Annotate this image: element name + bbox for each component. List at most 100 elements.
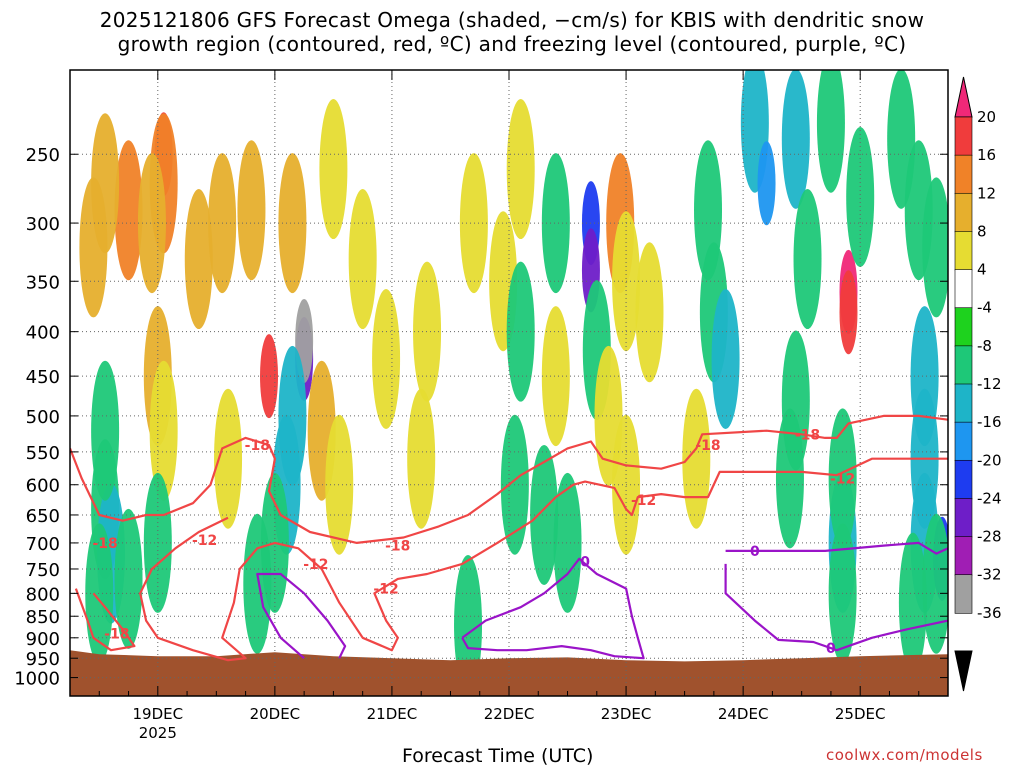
omega-cell	[828, 408, 857, 549]
colorbar-swatch	[954, 307, 973, 347]
colorbar-label: 16	[977, 146, 996, 164]
omega-cell	[214, 388, 243, 529]
colorbar-swatch	[954, 383, 973, 423]
colorbar-swatch	[954, 192, 973, 233]
freezing-level-contour-line	[724, 563, 948, 652]
omega-cell	[114, 508, 143, 649]
y-tick-label: 750	[26, 560, 60, 581]
x-tick-label: 24DEC	[718, 705, 769, 723]
colorbar: 20 16 12 8 4 -4 -8 -12 -16 -20 -24 -28 -32 -36	[954, 76, 1002, 692]
omega-cell	[922, 177, 948, 318]
omega-cell	[243, 513, 272, 654]
colorbar-label: 4	[977, 261, 987, 279]
omega-cell	[184, 189, 213, 330]
y-tick-label: 450	[26, 367, 60, 388]
colorbar-label: 20	[977, 108, 996, 126]
colorbar-label: -20	[977, 451, 1002, 469]
dgz-contour-label: -18	[385, 539, 410, 555]
colorbar-label: 8	[977, 222, 987, 240]
omega-cell	[325, 414, 354, 555]
omega-cell	[85, 523, 114, 664]
y-tick-label: 700	[26, 534, 60, 555]
dgz-contour-label: -12	[192, 533, 217, 549]
terrain-fill	[70, 650, 948, 696]
omega-cell	[278, 153, 307, 294]
freezing-level-contour-line	[461, 557, 645, 660]
x-axis-label: Forecast Time (UTC)	[402, 745, 594, 767]
grid-lines	[70, 70, 948, 696]
dgz-contour-label: -18	[92, 536, 117, 552]
y-tick-label: 500	[26, 407, 60, 428]
freezing-contour-label: 0	[826, 641, 836, 657]
x-tick-label: 21DEC	[367, 705, 418, 723]
freezing-level-contour-line	[256, 572, 347, 660]
x-tick-label: 20DEC	[250, 705, 301, 723]
dgz-contour-label: -18	[104, 627, 129, 643]
colorbar-label: -4	[977, 299, 992, 317]
dgz-contour-label: -18	[245, 438, 270, 454]
chart-title-line-2: growth region (contoured, red, ºC) and f…	[117, 32, 907, 56]
omega-cell	[319, 99, 348, 240]
freezing-level-contour-line	[725, 541, 948, 555]
omega-cell	[237, 140, 266, 281]
omega-cell	[711, 288, 740, 429]
omega-cell	[635, 242, 664, 383]
x-tick-label: 22DEC	[484, 705, 535, 723]
colorbar-label: -8	[977, 337, 992, 355]
y-tick-label: 350	[26, 272, 60, 293]
colorbar-label: -32	[977, 566, 1002, 584]
y-tick-label: 400	[26, 323, 60, 344]
dgz-contour-label: -18	[695, 438, 720, 454]
omega-cell	[781, 330, 810, 471]
y-tick-label: 800	[26, 584, 60, 605]
omega-cell	[922, 513, 948, 654]
omega-cell	[149, 360, 178, 501]
y-tick-label: 550	[26, 443, 60, 464]
credit-link[interactable]: coolwx.com/models	[826, 746, 983, 764]
y-tick-label: 600	[26, 476, 60, 497]
omega-cell	[459, 153, 488, 294]
dgz-contour-label: -12	[373, 582, 398, 598]
omega-cell	[781, 70, 810, 209]
terrain-layer	[70, 650, 948, 696]
colorbar-swatch	[954, 345, 973, 385]
y-tick-label: 650	[26, 506, 60, 527]
omega-cell	[816, 70, 845, 193]
colorbar-swatch	[954, 231, 973, 271]
x-tick-label: 23DEC	[601, 705, 652, 723]
y-tick-label: 250	[26, 145, 60, 166]
omega-cell	[541, 306, 570, 447]
colorbar-swatch	[954, 574, 973, 614]
dgz-contour-label: -12	[303, 557, 328, 573]
colorbar-bottom-arrow	[954, 650, 973, 692]
colorbar-label: -16	[977, 413, 1002, 431]
y-tick-label: 950	[26, 649, 60, 670]
omega-cell	[541, 153, 570, 294]
y-tick-label: 300	[26, 214, 60, 235]
omega-cell	[372, 288, 401, 429]
dgz-contour-line	[70, 414, 948, 544]
contour-lines	[70, 414, 948, 662]
omega-cell	[348, 189, 377, 330]
omega-cell	[79, 177, 108, 318]
contour-labels: -18 -18 -12 -12 -18 -12 -18 -12 -18 -12 -18 0 0 0	[92, 427, 855, 657]
y-tick-label: 1000	[14, 669, 60, 690]
y-axis: 2503003504004505005506006507007508008509…	[14, 145, 948, 690]
omega-cell	[839, 270, 858, 355]
omega-cell	[793, 189, 822, 330]
omega-cell	[553, 472, 582, 613]
colorbar-top-arrow	[954, 76, 973, 118]
chart-title-line-1: 2025121806 GFS Forecast Omega (shaded, −…	[99, 8, 925, 32]
colorbar-label: -24	[977, 489, 1002, 507]
colorbar-swatch	[954, 154, 973, 195]
omega-cell	[114, 140, 143, 281]
omega-cell	[846, 127, 875, 268]
colorbar-swatch	[954, 116, 973, 156]
freezing-contour-label: 0	[580, 554, 590, 570]
omega-cell	[694, 140, 723, 281]
x-tick-label: 25DEC	[835, 705, 886, 723]
colorbar-swatch	[954, 459, 973, 500]
freezing-contour-label: 0	[750, 544, 760, 560]
